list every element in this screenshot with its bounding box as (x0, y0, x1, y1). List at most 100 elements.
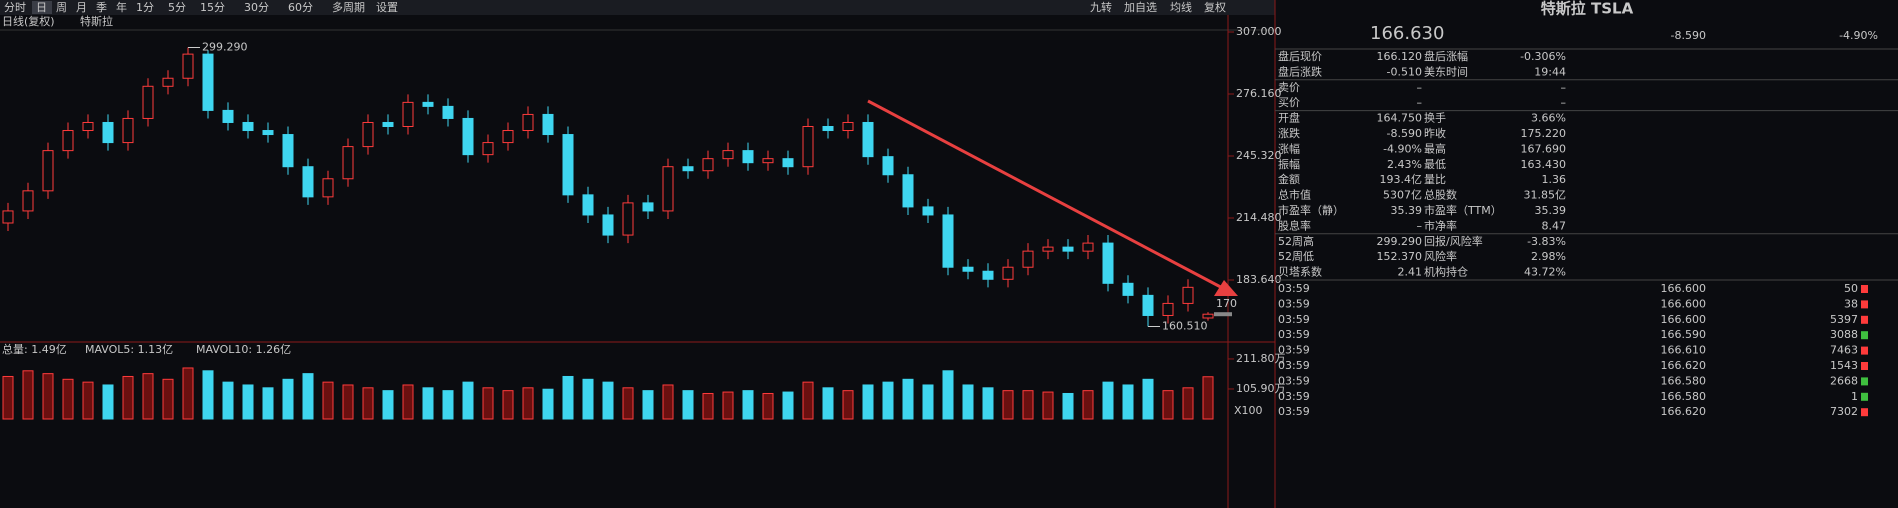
y-tick-label: 183.640 (1236, 273, 1282, 286)
candle-body (562, 134, 574, 196)
toolbar-item[interactable]: 日 (36, 1, 47, 14)
volume-bar (1182, 387, 1194, 420)
toolbar-item[interactable]: 复权 (1204, 0, 1226, 14)
trade-time: 03:59 (1278, 374, 1310, 387)
toolbar-item[interactable]: 月 (76, 1, 87, 14)
candle-body (662, 166, 674, 212)
toolbar-item[interactable]: 季 (96, 1, 107, 14)
toolbar (0, 0, 1275, 15)
trade-price: 166.590 (1661, 328, 1707, 341)
candle-body (62, 130, 74, 152)
quote-label: 卖价 (1278, 81, 1300, 94)
quote-label: 振幅 (1278, 157, 1300, 171)
candle-body (162, 77, 174, 87)
volume-bar (182, 367, 194, 420)
candle-body (542, 113, 554, 136)
trade-price: 166.610 (1661, 344, 1707, 357)
quote-value: 5307亿 (1383, 189, 1422, 202)
candle-body (122, 117, 134, 144)
volume-bar (402, 384, 414, 420)
candle-body (602, 214, 614, 236)
candle-body (702, 158, 714, 172)
toolbar-item[interactable]: 周 (56, 1, 67, 14)
volume-bar (22, 370, 34, 420)
volume-bar (162, 378, 174, 420)
trade-icon (1861, 300, 1868, 309)
candle-body (442, 105, 454, 119)
toolbar-item[interactable]: 15分 (200, 1, 225, 14)
candle-body (622, 202, 634, 236)
candle-body (282, 134, 294, 168)
toolbar-item[interactable]: 九转 (1090, 0, 1112, 14)
candle-body (222, 109, 234, 123)
volume-bar (242, 384, 254, 420)
candle-body (842, 121, 854, 132)
quote-label: 盘后现价 (1278, 49, 1322, 63)
quote-label: 涨幅 (1278, 142, 1300, 155)
candle-body (1002, 266, 1014, 280)
quote-value: -0.510 (1387, 65, 1422, 78)
volume-bar (142, 373, 154, 420)
candle-body (82, 121, 94, 132)
quote-value: – (1561, 81, 1567, 94)
toolbar-item[interactable]: 60分 (288, 1, 313, 14)
quote-value: 2.41 (1398, 266, 1423, 279)
candle-body (202, 53, 214, 111)
candle-body (1102, 242, 1114, 284)
volume-bar (202, 370, 214, 420)
volume-bar (1062, 392, 1074, 420)
quote-value: -3.83% (1527, 235, 1566, 248)
toolbar-item[interactable]: 1分 (136, 1, 154, 14)
quote-label: 市盈率（TTM） (1424, 203, 1502, 217)
volume-bar (782, 391, 794, 420)
quote-label: 最低 (1424, 158, 1446, 171)
toolbar-item[interactable]: 均线 (1170, 0, 1192, 14)
trade-icon (1861, 362, 1868, 370)
volume-bar (382, 390, 394, 420)
quote-value: 3.66% (1531, 112, 1566, 125)
chart-name: 特斯拉 (80, 14, 113, 28)
quote-label: 机构持仓 (1424, 265, 1468, 279)
toolbar-item[interactable]: 加自选 (1124, 1, 1157, 14)
toolbar-item[interactable]: 设置 (376, 1, 398, 14)
annotation: 299.290 (202, 41, 248, 54)
candle-body (682, 166, 694, 172)
volume-bar (2, 375, 14, 420)
volume-bar (62, 378, 74, 420)
quote-label: 开盘 (1278, 111, 1300, 125)
volume-bar (722, 391, 734, 420)
quote-value: 35.39 (1535, 204, 1567, 217)
candle-body (802, 125, 814, 168)
volume-bar (582, 378, 594, 420)
volume-bar (122, 375, 134, 420)
quote-label: 涨跌 (1278, 126, 1300, 140)
quote-value: 166.120 (1377, 50, 1423, 63)
trade-price: 166.600 (1661, 313, 1707, 326)
toolbar-item[interactable]: 5分 (168, 1, 186, 14)
quote-label: 美东时间 (1424, 65, 1468, 78)
candle-body (962, 266, 974, 272)
volume-bar (942, 370, 954, 420)
quote-value: 152.370 (1377, 250, 1423, 263)
volume-bar (82, 381, 94, 420)
toolbar-item[interactable]: 年 (116, 0, 127, 14)
toolbar-item[interactable]: 分时 (4, 1, 26, 14)
candle-body (922, 206, 934, 216)
candle-body (262, 130, 274, 136)
volume-bar (222, 381, 234, 420)
candle-body (782, 158, 794, 168)
toolbar-item[interactable]: 30分 (244, 1, 269, 14)
quote-label: 量比 (1424, 173, 1446, 186)
y-tick-label: 105.90万 (1236, 382, 1286, 395)
candle-body (942, 214, 954, 268)
quote-label: 盘后涨跌 (1278, 64, 1322, 78)
annotation: 160.510 (1162, 320, 1208, 333)
toolbar-item[interactable]: 多周期 (332, 0, 365, 14)
quote-value: -0.306% (1520, 50, 1566, 63)
volume-legend: 总量: 1.49亿 (2, 342, 67, 356)
trade-volume: 50 (1844, 282, 1858, 295)
candle-body (742, 150, 754, 164)
quote-value: – (1417, 96, 1423, 109)
candle-body (382, 121, 394, 127)
quote-label: 52周低 (1278, 250, 1314, 263)
